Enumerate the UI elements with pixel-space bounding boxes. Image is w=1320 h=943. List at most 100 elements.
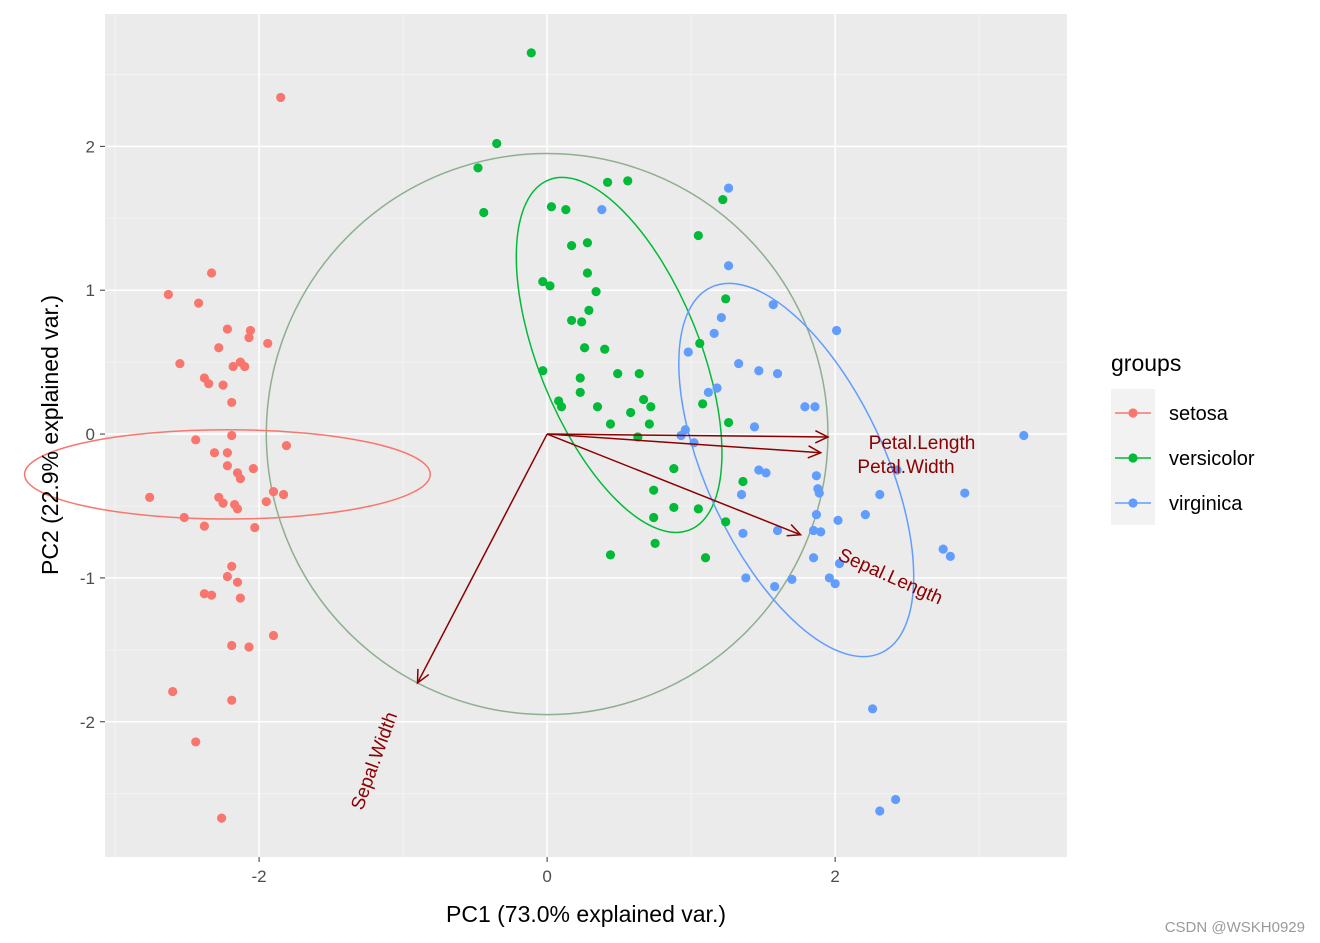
arrow-sepal-length	[546, 433, 801, 536]
setosa-point	[248, 463, 258, 474]
versicolor-point	[649, 512, 659, 523]
virginica-point	[768, 299, 778, 310]
setosa-point	[235, 474, 245, 484]
setosa-point	[244, 642, 254, 652]
virginica-point	[703, 387, 714, 397]
y-axis-title: PC2 (22.9% explained var.)	[37, 295, 63, 575]
versicolor-point	[592, 402, 603, 412]
legend-title: groups	[1111, 350, 1181, 376]
virginica-point	[810, 402, 820, 412]
virginica-point	[772, 525, 783, 536]
virginica-point	[712, 383, 722, 393]
versicolor-point	[695, 338, 705, 349]
legend-label-setosa: setosa	[1169, 403, 1229, 425]
versicolor-point	[561, 205, 571, 215]
legend-key-point	[1128, 498, 1138, 508]
virginica-point	[787, 574, 797, 584]
arrow-petal-length	[547, 433, 828, 438]
versicolor-point	[613, 369, 623, 379]
y-tick-label: 1	[86, 281, 95, 300]
virginica-point	[736, 489, 747, 500]
versicolor-point	[644, 419, 654, 429]
versicolor-point	[492, 138, 502, 149]
virginica-point	[1019, 430, 1029, 441]
versicolor-point	[605, 419, 616, 429]
setosa-point	[218, 498, 228, 508]
virginica-point	[754, 465, 764, 475]
setosa-point	[227, 397, 237, 408]
x-axis-title: PC1 (73.0% explained var.)	[446, 901, 726, 927]
versicolor-point	[738, 476, 748, 487]
arrowhead-icon	[814, 430, 830, 444]
versicolor-point	[650, 538, 660, 548]
versicolor-point	[693, 230, 703, 241]
versicolor-point	[693, 504, 703, 514]
setosa-point	[204, 379, 214, 389]
virginica-point	[683, 347, 693, 357]
versicolor-point	[538, 276, 548, 287]
versicolor-ellipse	[515, 176, 723, 534]
setosa-point	[217, 813, 227, 823]
arrowhead-icon	[416, 668, 430, 685]
legend: groups setosa versicolor virginica	[1111, 350, 1255, 525]
setosa-point	[227, 695, 237, 705]
versicolor-point	[721, 294, 731, 304]
virginica-point	[960, 488, 970, 498]
virginica-point	[808, 553, 819, 563]
virginica-point	[772, 369, 783, 379]
versicolor-point	[582, 268, 593, 278]
versicolor-point	[566, 315, 577, 326]
watermark: CSDN @WSKH0929	[1165, 919, 1305, 936]
setosa-point	[206, 268, 217, 278]
virginica-point	[734, 358, 744, 369]
setosa-point	[214, 343, 224, 353]
versicolor-point	[649, 485, 659, 495]
virginica-point	[749, 422, 760, 432]
virginica-point	[811, 471, 822, 481]
versicolor-point	[669, 502, 679, 513]
virginica-point	[816, 527, 826, 537]
setosa-point	[168, 686, 178, 697]
versicolor-point	[605, 550, 616, 560]
arrowhead-icon	[807, 445, 823, 459]
virginica-ellipse	[678, 282, 915, 658]
virginica-point	[723, 183, 734, 193]
x-tick-label: 0	[542, 867, 551, 886]
versicolor-point	[479, 207, 489, 218]
versicolor-point	[575, 387, 585, 397]
setosa-point	[276, 92, 286, 103]
x-tick-label: -2	[252, 867, 267, 886]
virginica-point	[770, 581, 780, 592]
setosa-point	[191, 737, 201, 747]
setosa-point	[228, 361, 238, 372]
virginica-point	[831, 325, 842, 336]
virginica-point	[723, 261, 734, 271]
setosa-point	[218, 380, 228, 390]
virginica-point	[808, 525, 819, 536]
versicolor-point	[646, 402, 656, 412]
versicolor-point	[577, 317, 587, 327]
data-points	[145, 48, 1029, 823]
setosa-point	[232, 577, 243, 587]
setosa-point	[240, 361, 250, 372]
setosa-point	[199, 589, 209, 599]
versicolor-point	[639, 394, 649, 405]
plot-panel	[105, 14, 1067, 857]
legend-key-point	[1128, 453, 1138, 463]
setosa-point	[175, 358, 185, 369]
setosa-point	[268, 487, 279, 497]
axis-ticks: -2 0 2 -2 -1 0 1 2	[80, 137, 840, 886]
virginica-point	[824, 573, 834, 583]
virginica-point	[830, 579, 840, 589]
virginica-point	[834, 558, 845, 569]
arrow-petal-width	[547, 433, 821, 454]
arrow-sepal-width	[416, 433, 548, 684]
virginica-point	[800, 402, 810, 412]
virginica-point	[860, 510, 870, 520]
setosa-point	[191, 435, 201, 445]
setosa-point	[227, 640, 237, 651]
setosa-point	[281, 440, 292, 451]
setosa-point	[268, 630, 279, 641]
versicolor-point	[591, 287, 601, 297]
